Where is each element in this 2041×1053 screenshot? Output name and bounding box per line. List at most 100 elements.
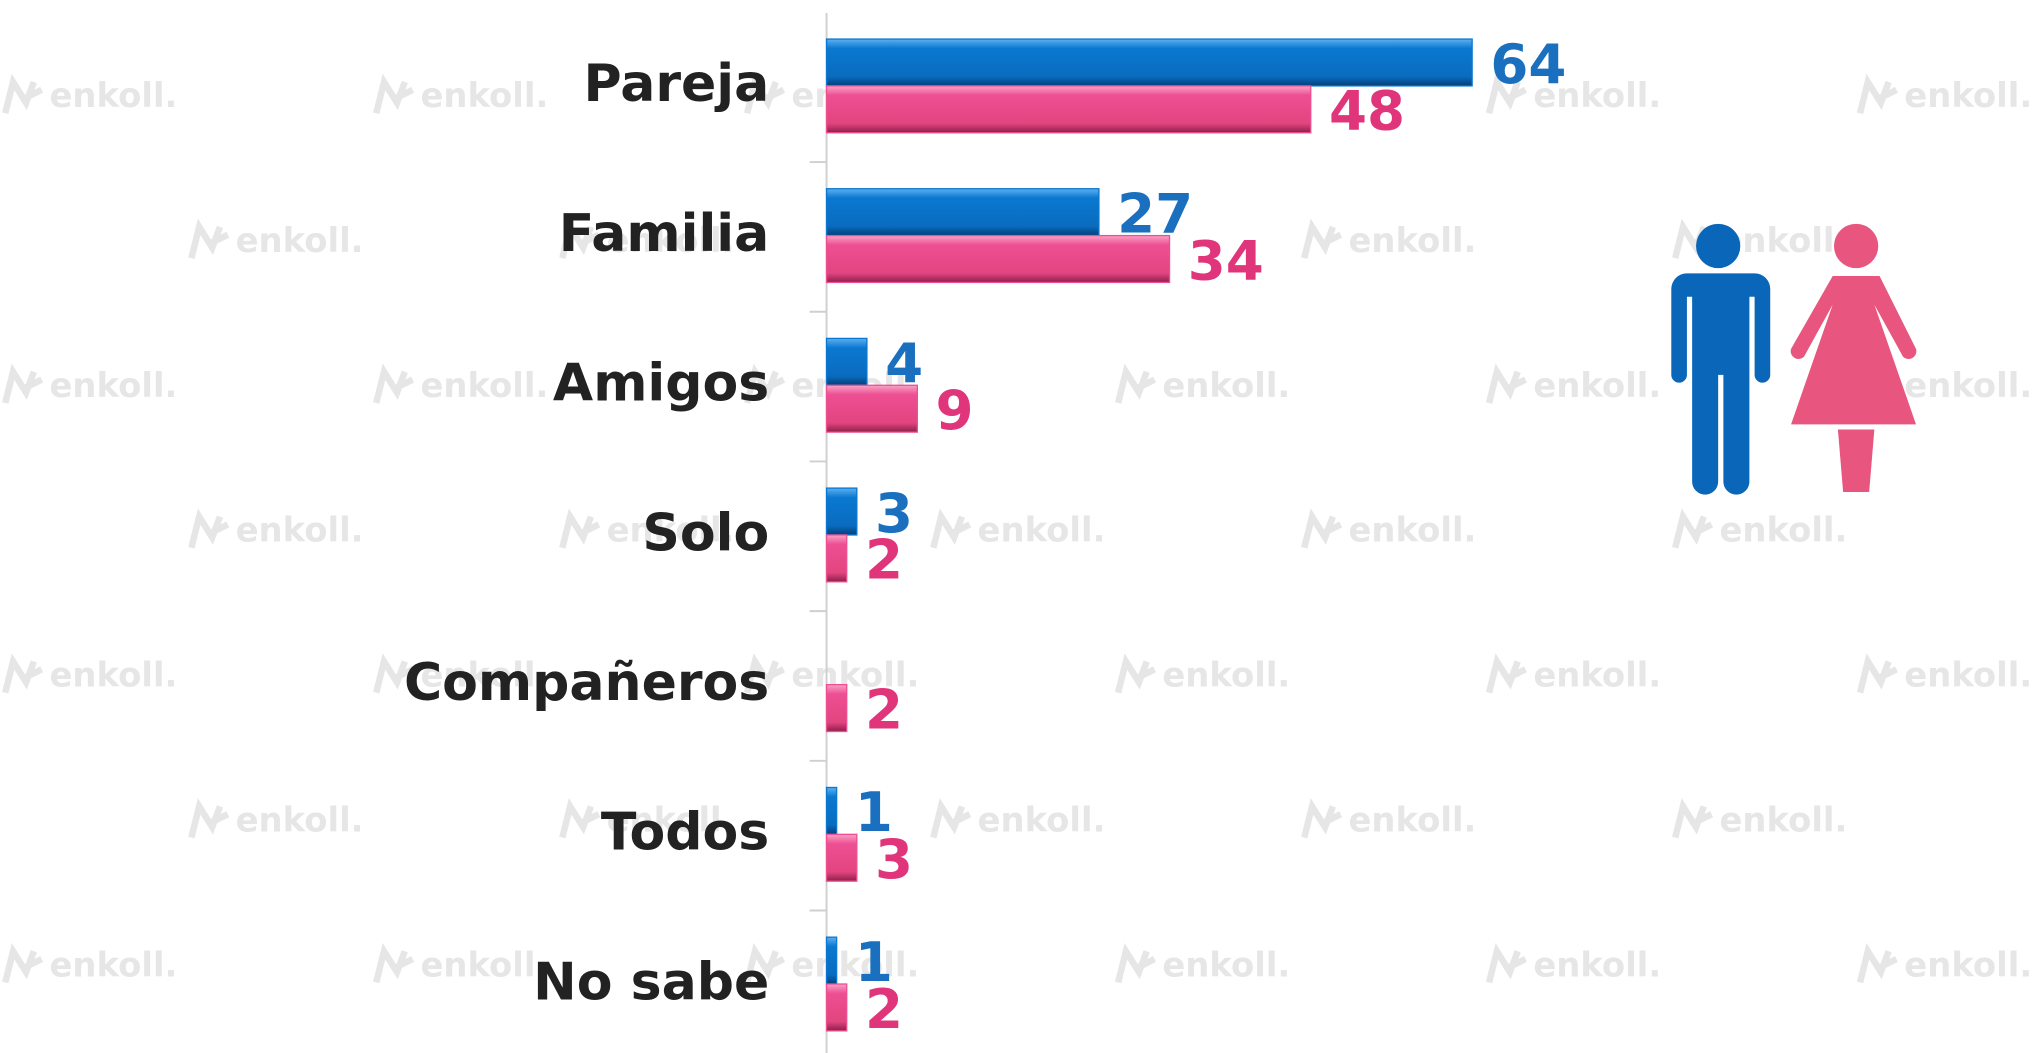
watermark: enkoll. — [1719, 800, 1847, 839]
bar — [825, 534, 848, 583]
woman-icon — [1790, 223, 1917, 493]
watermark-logo — [1301, 218, 1343, 259]
watermark-logo — [744, 653, 786, 694]
bar — [825, 786, 838, 835]
watermark-logo — [930, 508, 972, 549]
watermark: enkoll. — [791, 945, 919, 984]
value-label: 1 — [855, 780, 893, 844]
watermark: enkoll. — [1904, 76, 2032, 115]
value-label: 27 — [1117, 181, 1193, 245]
watermark: enkoll. — [978, 800, 1106, 839]
watermark-logo — [2, 73, 44, 115]
watermark: enkoll. — [607, 221, 735, 260]
watermark-logo — [1856, 653, 1898, 694]
watermark: enkoll. — [420, 945, 548, 984]
watermark-logo — [1301, 508, 1343, 549]
bar — [825, 85, 1312, 134]
value-label: 9 — [936, 378, 974, 442]
watermark-logo — [188, 798, 230, 839]
watermark-logo — [2, 942, 44, 984]
watermark: enkoll. — [420, 76, 548, 115]
watermark: enkoll. — [791, 656, 919, 695]
watermark-logo — [2, 363, 44, 404]
watermark: enkoll. — [1533, 366, 1661, 405]
bar — [825, 683, 848, 733]
watermark: enkoll. — [1719, 511, 1847, 550]
category-label: Compañeros — [404, 653, 769, 713]
watermark-logo — [1485, 73, 1527, 115]
watermark-logo — [1485, 942, 1527, 984]
watermark: enkoll. — [1533, 656, 1661, 695]
value-label: 48 — [1329, 79, 1405, 143]
watermark: enkoll. — [978, 511, 1106, 550]
value-label: 3 — [875, 481, 913, 545]
watermark-logo — [1856, 73, 1898, 115]
watermark: enkoll. — [1349, 511, 1477, 550]
watermark-logo — [559, 508, 601, 549]
watermark: enkoll. — [1719, 221, 1847, 260]
watermark-logo — [744, 942, 786, 984]
value-label: 3 — [875, 827, 913, 891]
watermark-logo — [373, 73, 415, 115]
category-label: Todos — [601, 803, 769, 863]
watermark: enkoll. — [1162, 366, 1290, 405]
watermark-logo — [373, 363, 415, 404]
gender-icons — [1671, 223, 1917, 495]
category-label: No sabe — [533, 952, 769, 1012]
watermark-logo — [1672, 508, 1714, 549]
watermark-logo — [1114, 653, 1157, 694]
watermark-logo — [1672, 798, 1714, 839]
watermark-logo — [930, 798, 972, 839]
watermark-logo — [744, 363, 786, 404]
value-label: 1 — [855, 930, 893, 994]
watermark: enkoll. — [420, 366, 548, 405]
category-label: Pareja — [583, 54, 769, 114]
bar — [825, 234, 1171, 284]
bar — [825, 188, 1100, 237]
value-label: 4 — [885, 331, 923, 395]
watermark-logo — [1485, 363, 1527, 404]
watermark: enkoll. — [607, 511, 735, 550]
watermark: enkoll. — [1349, 221, 1477, 260]
watermark-logo — [1485, 653, 1527, 694]
watermark-logo — [559, 218, 601, 259]
watermark: enkoll. — [236, 800, 364, 839]
value-label: 2 — [865, 677, 903, 741]
watermark: enkoll. — [1904, 656, 2032, 695]
watermark-logo — [744, 73, 786, 115]
watermark-logo — [1114, 942, 1157, 984]
watermark: enkoll. — [607, 800, 735, 839]
man-icon — [1671, 223, 1771, 495]
bar — [825, 487, 858, 536]
watermark: enkoll. — [50, 945, 178, 984]
bar — [825, 337, 868, 386]
watermark-logo — [1856, 942, 1898, 984]
watermark: enkoll. — [1162, 656, 1290, 695]
bar — [825, 936, 838, 985]
watermark: enkoll. — [50, 76, 178, 115]
watermark: enkoll. — [420, 656, 548, 695]
watermark-logo — [373, 942, 415, 984]
watermark: enkoll. — [1904, 945, 2032, 984]
watermark-logo — [2, 653, 44, 694]
watermark: enkoll. — [50, 366, 178, 405]
watermark-logo — [559, 798, 601, 839]
category-label: Solo — [642, 503, 769, 563]
watermark-logo — [188, 508, 230, 549]
watermark: enkoll. — [50, 656, 178, 695]
value-label: 2 — [865, 977, 903, 1041]
value-label: 34 — [1188, 228, 1264, 292]
bar — [825, 384, 918, 433]
bar — [825, 38, 1473, 87]
bar — [825, 833, 858, 882]
watermark: enkoll. — [1533, 945, 1661, 984]
watermark: enkoll. — [236, 221, 364, 260]
category-label: Amigos — [553, 354, 769, 414]
watermark-logo — [1301, 798, 1343, 839]
watermark: enkoll. — [1162, 945, 1290, 984]
bar — [825, 983, 848, 1032]
watermark: enkoll. — [1904, 366, 2032, 405]
watermark: enkoll. — [236, 511, 364, 550]
watermark: enkoll. — [1349, 800, 1477, 839]
